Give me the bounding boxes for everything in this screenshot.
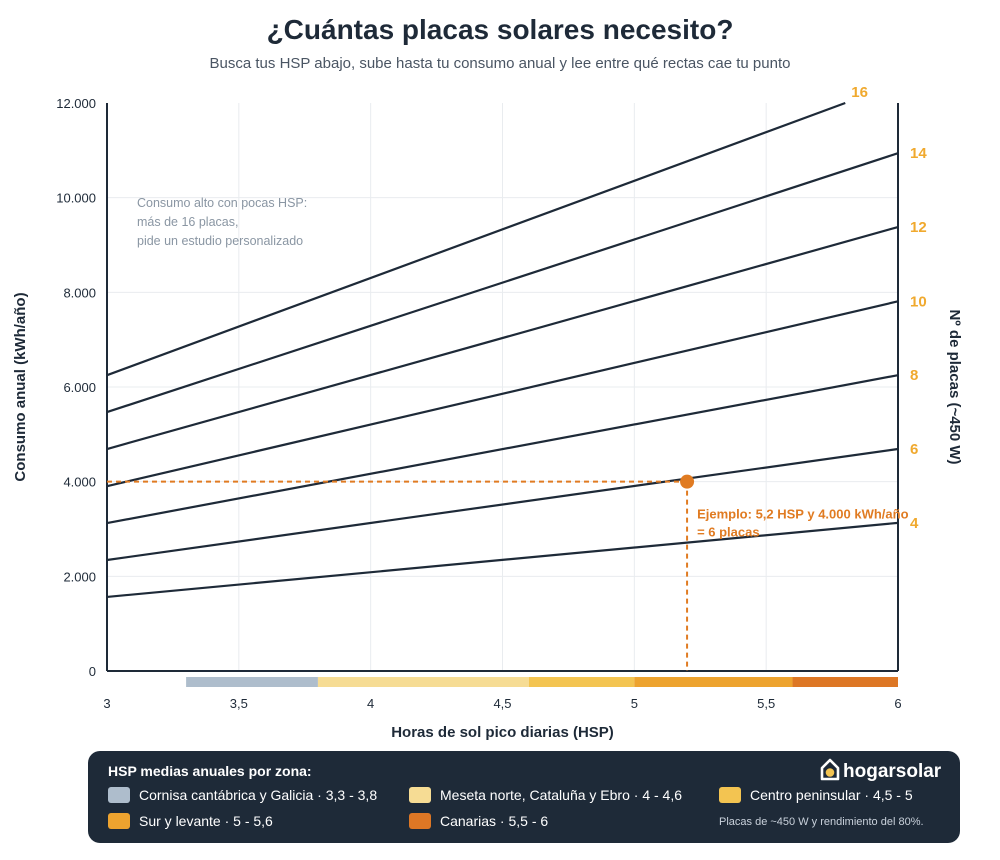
series-label: 10 [910,293,927,310]
series-line [106,521,899,599]
y2-axis-label: Nº de placas (~450 W) [946,309,963,464]
legend-swatch [108,787,130,803]
annotation-line3: pide un estudio personalizado [137,234,303,248]
legend-item-canarias: Canarias · 5,5 - 6 [409,813,548,829]
y-axis-label: Consumo anual (kWh/año) [12,292,29,481]
y-tick-label: 6.000 [63,380,96,395]
series-label: 4 [910,515,919,532]
x-tick-label: 3 [103,696,110,711]
chart-title: ¿Cuántas placas solares necesito? [266,14,734,45]
y-tick-label: 4.000 [63,475,96,490]
series-line [106,374,899,525]
zone-band [186,677,318,687]
example-label-line1: Ejemplo: 5,2 HSP y 4.000 kWh/año [697,507,909,522]
legend-swatch [409,813,431,829]
legend-item-meseta: Meseta norte, Cataluña y Ebro · 4 - 4,6 [409,787,682,803]
x-tick-label: 4,5 [493,696,511,711]
zone-legend: HSP medias anuales por zona: hogarsolar … [88,751,960,843]
series-label: 12 [910,219,927,236]
legend-swatch [409,787,431,803]
house-sun-icon [820,757,840,786]
y-tick-label: 0 [89,664,96,679]
zone-band [317,677,529,687]
zone-band [792,677,898,687]
legend-item-centro: Centro peninsular · 4,5 - 5 [719,787,913,803]
legend-swatch [719,787,741,803]
legend-item-sur: Sur y levante · 5 - 5,6 [108,813,273,829]
series-line [106,300,899,488]
series-label: 8 [910,367,918,384]
example-point [680,474,695,489]
panel-chart: 3 3,5 4 4,5 5 5,5 6 0 2.000 4.000 6.000 8.000 10.000… [12,84,963,741]
series-line [106,447,899,562]
x-tick-label: 6 [894,696,901,711]
legend-item-label: Centro peninsular · 4,5 - 5 [750,787,913,803]
x-tick-label: 4 [367,696,374,711]
legend-item-label: Cornisa cantábrica y Galicia · 3,3 - 3,8 [139,787,378,803]
legend-footnote: Placas de ~450 W y rendimiento del 80%. [719,816,924,828]
x-tick-label: 3,5 [230,696,248,711]
brand-logo: hogarsolar [820,757,941,786]
x-tick-label: 5 [631,696,638,711]
series-label: 6 [910,441,918,458]
series-line [106,225,899,451]
brand-name: hogarsolar [843,760,942,782]
series-label: 16 [851,84,868,101]
chart-subtitle: Busca tus HSP abajo, sube hasta tu consu… [209,55,791,72]
x-tick-label: 5,5 [757,696,775,711]
y-tick-label: 2.000 [63,569,96,584]
y-tick-label: 8.000 [63,285,96,300]
legend-title: HSP medias anuales por zona: [108,763,312,779]
legend-item-cornisa: Cornisa cantábrica y Galicia · 3,3 - 3,8 [108,787,377,803]
annotation-line1: Consumo alto con pocas HSP: [137,196,307,210]
y-tick-label: 10.000 [56,191,96,206]
zone-band [528,677,635,687]
x-axis-label: Horas de sol pico diarias (HSP) [391,724,614,741]
legend-swatch [108,813,130,829]
legend-item-label: Sur y levante · 5 - 5,6 [139,813,273,829]
example-label-line2: = 6 placas [697,525,760,540]
legend-item-label: Meseta norte, Cataluña y Ebro · 4 - 4,6 [440,787,683,803]
y-tick-label: 12.000 [56,96,96,111]
zone-band [634,677,793,687]
series-line [106,152,899,414]
series-label: 14 [910,145,927,162]
annotation-line2: más de 16 placas, [137,215,238,229]
legend-item-label: Canarias · 5,5 - 6 [440,813,549,829]
series-line [106,101,846,377]
